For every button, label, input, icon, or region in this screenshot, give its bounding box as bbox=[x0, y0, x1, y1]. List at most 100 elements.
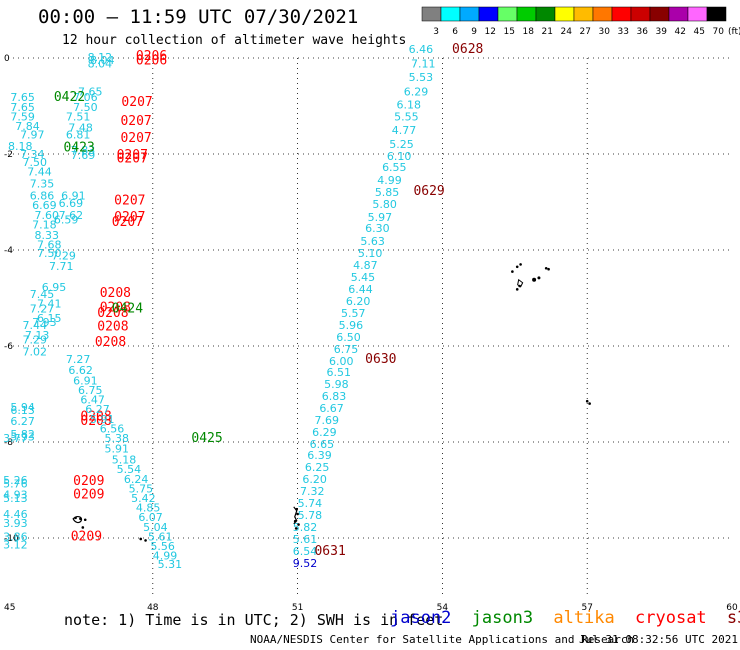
pass-time-label: 0207 bbox=[114, 193, 145, 208]
swh-value: 7.48 bbox=[68, 121, 93, 134]
x-tick-label: 51 bbox=[292, 603, 303, 613]
swh-value: 7.51 bbox=[66, 110, 91, 123]
swh-value: 5.10 bbox=[358, 247, 383, 260]
swh-value: 5.04 bbox=[143, 521, 168, 534]
swh-value: 7.29 bbox=[22, 334, 47, 347]
y-tick-label: -4 bbox=[4, 246, 13, 256]
swh-value: 5.82 bbox=[10, 428, 35, 441]
sat-cryosat-label: cryosat bbox=[635, 608, 707, 628]
swh-value: 7.35 bbox=[30, 178, 55, 191]
island-shape bbox=[294, 527, 298, 530]
swh-value: 7.97 bbox=[20, 129, 45, 142]
swh-value: 6.00 bbox=[329, 355, 354, 368]
swh-value: 6.55 bbox=[382, 161, 407, 174]
legend-label: 27 bbox=[580, 27, 591, 36]
swh-value: 7.50 bbox=[22, 156, 47, 169]
swh-value: 6.13 bbox=[10, 404, 35, 417]
x-tick-label: 48 bbox=[147, 603, 159, 613]
legend-label: 24 bbox=[561, 27, 573, 36]
swh-value: 4.77 bbox=[392, 124, 417, 137]
legend-label: 70 bbox=[713, 27, 725, 36]
swh-value: 7.83 bbox=[71, 144, 96, 157]
pass-time-label: 0423 bbox=[64, 141, 95, 156]
pass-time-label: 0628 bbox=[452, 42, 483, 57]
page-title: 00:00 — 11:59 UTC 07/30/2021 bbox=[38, 6, 359, 28]
pass-time-label: 0207 bbox=[117, 152, 148, 167]
swh-value: 6.29 bbox=[312, 426, 337, 439]
swh-value: 8.12 bbox=[88, 51, 113, 64]
swh-value: 7.68 bbox=[37, 239, 62, 252]
swh-value: 6.91 bbox=[61, 190, 86, 203]
swh-value: 6.44 bbox=[348, 283, 373, 296]
swh-value: 6.95 bbox=[42, 281, 67, 294]
island-shape bbox=[515, 288, 519, 291]
swh-value: 6.30 bbox=[365, 222, 390, 235]
pass-time-label: 0422 bbox=[54, 90, 85, 105]
swh-value: 4.46 bbox=[3, 508, 28, 521]
swh-value: 6.69 bbox=[59, 197, 84, 210]
legend-label: 18 bbox=[523, 27, 535, 36]
pass-time-label: 0630 bbox=[365, 352, 396, 367]
swh-value: 6.54 bbox=[293, 545, 318, 558]
pass-time-label: 0631 bbox=[314, 544, 345, 559]
swh-value: 6.81 bbox=[66, 129, 91, 142]
legend-label: 30 bbox=[599, 27, 611, 36]
swh-value: 6.25 bbox=[305, 461, 330, 474]
swh-value: 7.93 bbox=[32, 316, 57, 329]
swh-value: 5.53 bbox=[409, 71, 434, 84]
island-shape bbox=[293, 506, 298, 525]
swh-value: 5.96 bbox=[339, 319, 364, 332]
swh-value: 5.45 bbox=[351, 271, 376, 284]
pass-time-label: 0206 bbox=[136, 54, 167, 69]
island-shape bbox=[585, 399, 589, 403]
swh-value: 5.13 bbox=[3, 492, 28, 505]
island-shape bbox=[83, 518, 87, 522]
y-tick-label: -8 bbox=[4, 438, 13, 448]
pass-time-label: 0208 bbox=[97, 306, 128, 321]
island-shape bbox=[517, 278, 524, 288]
swh-value: 7.65 bbox=[10, 101, 35, 114]
island-shape bbox=[144, 539, 147, 542]
swh-value: 5.38 bbox=[105, 432, 129, 445]
swh-value: 5.91 bbox=[90, 413, 115, 426]
swh-value: 6.15 bbox=[37, 312, 62, 325]
swh-value: 6.10 bbox=[387, 150, 412, 163]
sat-jason2-label: jason2 bbox=[390, 608, 452, 628]
swh-value: 6.24 bbox=[124, 473, 149, 486]
island-shape bbox=[537, 276, 541, 280]
swh-value: 6.29 bbox=[404, 85, 429, 98]
swh-value: 7.02 bbox=[22, 346, 47, 359]
swh-value: 7.84 bbox=[15, 120, 39, 133]
swh-value: 7.62 bbox=[59, 209, 84, 222]
x-tick-label: 57 bbox=[581, 603, 592, 613]
legend-label: 15 bbox=[504, 27, 515, 36]
swh-value: 6.27 bbox=[85, 403, 110, 416]
pass-time-label: 0207 bbox=[117, 148, 148, 163]
satellite-legend: jason2 jason3 altika cryosat s3a bbox=[390, 608, 740, 628]
swh-value: 5.97 bbox=[368, 211, 393, 224]
island-shape bbox=[588, 402, 591, 405]
pass-time-label: 0207 bbox=[114, 210, 145, 225]
pass-time-label: 0208 bbox=[100, 300, 131, 315]
sat-s3a-label: s3a bbox=[726, 608, 740, 628]
swh-value: 7.69 bbox=[314, 414, 339, 427]
swh-value: 5.80 bbox=[372, 198, 397, 211]
swh-value: 6.51 bbox=[327, 366, 352, 379]
swh-value: 5.78 bbox=[298, 509, 323, 522]
swh-value: 7.65 bbox=[78, 85, 103, 98]
page-subtitle: 12 hour collection of altimeter wave hei… bbox=[62, 33, 407, 48]
pass-time-label: 0208 bbox=[100, 286, 131, 301]
swh-value: 3.93 bbox=[3, 517, 28, 530]
swh-value: 7.50 bbox=[37, 247, 62, 260]
swh-value: 6.69 bbox=[32, 199, 57, 212]
credit-line: NOAA/NESDIS Center for Satellite Applica… bbox=[250, 633, 635, 646]
swh-value: 8.18 bbox=[8, 140, 33, 153]
legend-label: 45 bbox=[694, 27, 705, 36]
island-shape bbox=[297, 523, 300, 526]
swh-value: 7.65 bbox=[10, 91, 35, 104]
swh-value: 6.20 bbox=[346, 295, 371, 308]
y-tick-label: -2 bbox=[4, 150, 13, 160]
swh-value: 5.42 bbox=[131, 492, 156, 505]
